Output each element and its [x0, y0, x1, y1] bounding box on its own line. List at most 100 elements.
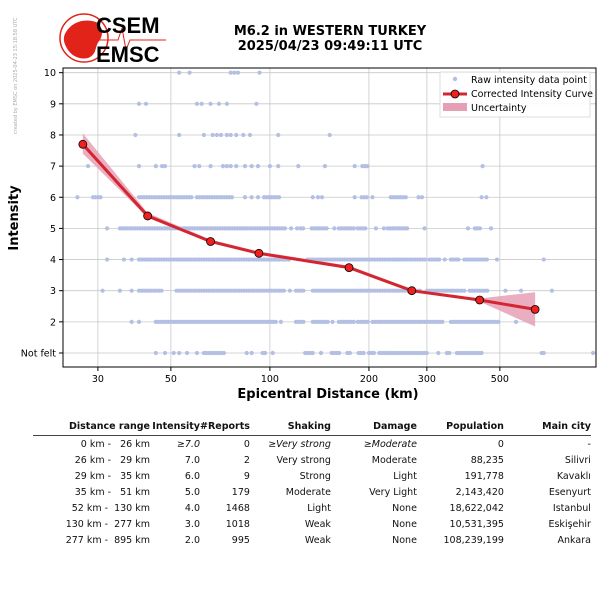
- raw-data-point: [422, 226, 427, 231]
- raw-data-point: [105, 257, 110, 262]
- raw-data-point: [465, 226, 471, 231]
- table-cell: 108,239,199: [443, 534, 504, 546]
- raw-data-point: [121, 257, 127, 262]
- raw-data-point: [162, 350, 168, 356]
- raw-data-point: [363, 226, 368, 231]
- svg-text:CSEM: CSEM: [96, 13, 160, 38]
- x-tick-label: 200: [360, 374, 378, 385]
- table-cell: None: [392, 518, 417, 530]
- raw-data-point: [310, 195, 315, 200]
- table-cell: Eskişehir: [548, 518, 591, 530]
- curve-marker: [407, 286, 417, 296]
- table-row: 0 km - 26 km ≥7.0 0 ≥Very strong ≥Moderate 0 -: [33, 436, 591, 453]
- legend: Raw intensity data point Corrected Inten…: [439, 71, 593, 118]
- table-cell: 2.0: [184, 534, 200, 546]
- table-cell: Weak: [304, 518, 331, 530]
- raw-data-point: [327, 132, 332, 138]
- raw-data-point: [416, 195, 421, 200]
- raw-data-point: [136, 101, 142, 106]
- raw-data-point: [479, 195, 484, 200]
- raw-data-point: [484, 195, 489, 200]
- table-cell: 10,531,395: [449, 518, 504, 530]
- raw-data-point: [485, 288, 490, 293]
- raw-data-point: [424, 350, 429, 356]
- raw-data-point: [352, 164, 357, 169]
- curve-marker: [78, 139, 88, 149]
- raw-data-point: [318, 350, 324, 356]
- raw-data-point: [228, 132, 233, 138]
- raw-data-point: [129, 257, 134, 262]
- curve-marker: [254, 248, 264, 258]
- raw-data-point: [549, 288, 555, 293]
- raw-data-point: [136, 319, 142, 324]
- table-cell: Weak: [304, 534, 331, 546]
- raw-data-point: [249, 350, 254, 356]
- curve-marker: [475, 295, 485, 305]
- raw-data-point: [347, 350, 352, 356]
- table-cell: 4.0: [184, 502, 200, 514]
- table-cell: ≥7.0: [176, 438, 200, 450]
- raw-data-point: [541, 350, 546, 356]
- raw-data-point: [322, 164, 328, 169]
- table-cell: 191,778: [464, 470, 504, 482]
- table-cell: Strong: [299, 470, 331, 482]
- curve-marker: [530, 304, 540, 314]
- raw-data-point: [153, 164, 158, 169]
- raw-data-point: [194, 350, 200, 356]
- raw-data-point: [437, 257, 442, 262]
- raw-data-point: [336, 350, 342, 356]
- table-cell: 52 km - 130 km: [71, 502, 150, 514]
- raw-data-point: [224, 101, 229, 106]
- y-tick-label: 4: [50, 255, 56, 266]
- raw-data-point: [208, 164, 213, 169]
- raw-data-point: [371, 350, 377, 356]
- raw-data-point: [255, 164, 261, 169]
- raw-data-point: [442, 257, 447, 262]
- table-cell: None: [392, 502, 417, 514]
- table-row: 52 km - 130 km 4.0 1468 Light None 18,622,042…: [33, 500, 591, 516]
- table-cell: Very Light: [369, 486, 417, 498]
- raw-data-point: [100, 288, 105, 293]
- table-cell: ≥Moderate: [363, 438, 417, 450]
- raw-data-point: [289, 226, 294, 231]
- raw-data-point: [234, 164, 239, 169]
- raw-data-point: [133, 132, 138, 138]
- raw-data-point: [208, 101, 213, 106]
- raw-data-point: [381, 226, 386, 231]
- raw-data-point: [105, 226, 110, 231]
- raw-data-point: [234, 132, 239, 138]
- raw-data-point: [171, 350, 176, 356]
- raw-data-point: [162, 164, 168, 169]
- legend-curve-marker: [450, 89, 460, 99]
- table-cell: 995: [231, 534, 250, 546]
- table-cell: 2,143,420: [455, 486, 504, 498]
- y-tick-label: 2: [50, 317, 56, 328]
- raw-data-point: [518, 288, 524, 293]
- raw-data-point: [488, 226, 494, 231]
- raw-data-point: [364, 195, 369, 200]
- raw-data-point: [296, 164, 301, 169]
- table-row: 35 km - 51 km 5.0 179 Moderate Very Light 2,1…: [33, 484, 591, 500]
- table-cell: 3.0: [184, 518, 200, 530]
- table-cell: 35 km - 51 km: [74, 486, 150, 498]
- raw-data-point: [143, 101, 149, 106]
- y-tick-label: 9: [50, 99, 56, 110]
- raw-data-point: [189, 195, 194, 200]
- raw-data-point: [218, 132, 224, 138]
- column-header: Distance range: [33, 419, 150, 436]
- raw-data-point: [477, 226, 483, 231]
- corrected-intensity-curve: [81, 143, 536, 311]
- raw-data-point: [479, 350, 484, 356]
- raw-data-point: [187, 70, 192, 75]
- table-cell: 29 km - 35 km: [74, 470, 150, 482]
- y-tick-label: 7: [50, 162, 56, 173]
- chart-title-line1: M6.2 in WESTERN TURKEY: [233, 24, 427, 39]
- raw-data-point: [276, 195, 282, 200]
- raw-data-point: [136, 164, 142, 169]
- raw-data-point: [590, 350, 596, 356]
- table-cell: None: [392, 534, 417, 546]
- raw-data-point: [224, 132, 229, 138]
- table-cell: 1468: [225, 502, 250, 514]
- raw-data-point: [228, 164, 233, 169]
- raw-data-point: [199, 101, 204, 106]
